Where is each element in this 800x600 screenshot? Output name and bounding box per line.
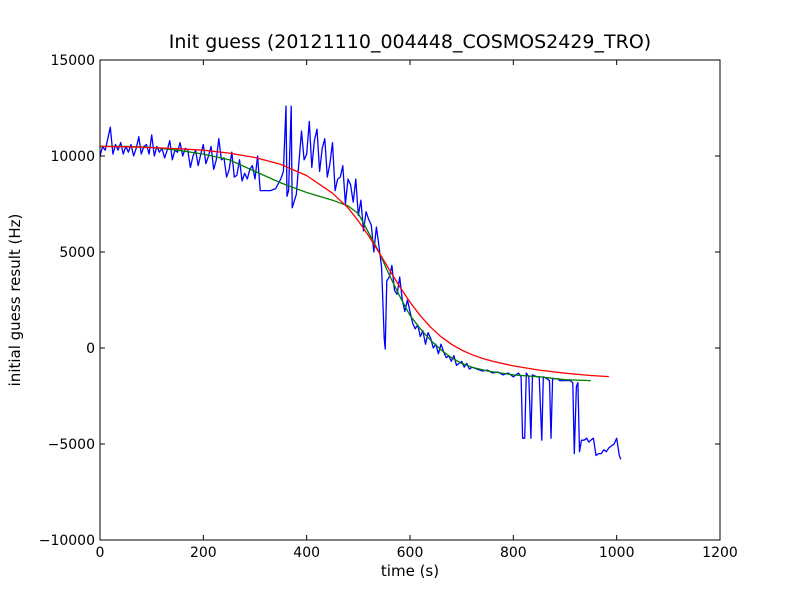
- y-tick-label: −5000: [48, 437, 95, 453]
- ticks-layer: 0 200 400 600 800 1000 1200 −10000 −5000 0 5000 100…: [39, 53, 738, 561]
- x-tick-label: 1000: [599, 545, 635, 561]
- series-line-1: [99, 105, 622, 460]
- series-layer: [99, 105, 622, 460]
- y-tick-label: 15000: [50, 53, 95, 69]
- y-tick-label: 0: [86, 341, 95, 357]
- y-axis-label: initial guess result (Hz): [6, 214, 24, 387]
- y-tick-label: 10000: [50, 149, 95, 165]
- y-tick-label: 5000: [59, 245, 95, 261]
- x-axis-label: time (s): [381, 562, 439, 580]
- series-line-3: [99, 145, 609, 378]
- series-line-2: [100, 145, 591, 382]
- x-tick-label: 200: [190, 545, 217, 561]
- chart-title: Init guess (20121110_004448_COSMOS2429_T…: [169, 31, 651, 53]
- x-tick-label: 0: [96, 545, 105, 561]
- x-tick-label: 600: [397, 545, 424, 561]
- x-tick-label: 1200: [702, 545, 738, 561]
- x-tick-label: 400: [293, 545, 320, 561]
- x-tick-label: 800: [500, 545, 527, 561]
- y-tick-label: −10000: [39, 533, 95, 549]
